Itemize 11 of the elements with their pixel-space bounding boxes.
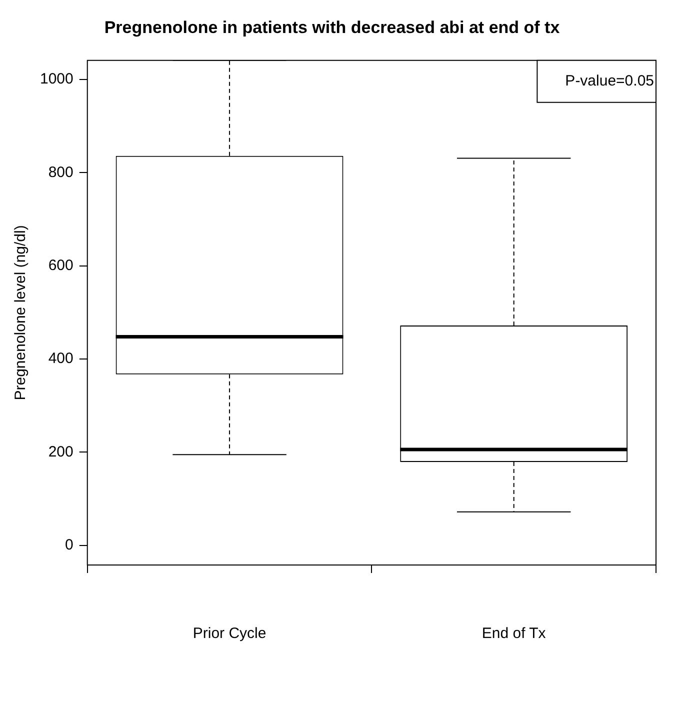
x-tick-label: Prior Cycle (192, 625, 266, 642)
y-tick-label: 600 (48, 257, 74, 274)
y-tick-label: 1000 (40, 70, 74, 88)
y-tick-label: 800 (48, 164, 74, 181)
y-tick-label: 200 (48, 443, 74, 460)
chart-title: Pregnenolone in patients with decreased abi at end of tx (104, 18, 560, 37)
y-tick-label: 400 (48, 350, 74, 368)
x-tick-label: End of Tx (482, 625, 546, 642)
y-tick-label: 0 (65, 536, 74, 554)
y-axis-title: Pregnenolone level (ng/dl) (12, 225, 30, 400)
annotation: P-value=0.05 (565, 72, 654, 90)
